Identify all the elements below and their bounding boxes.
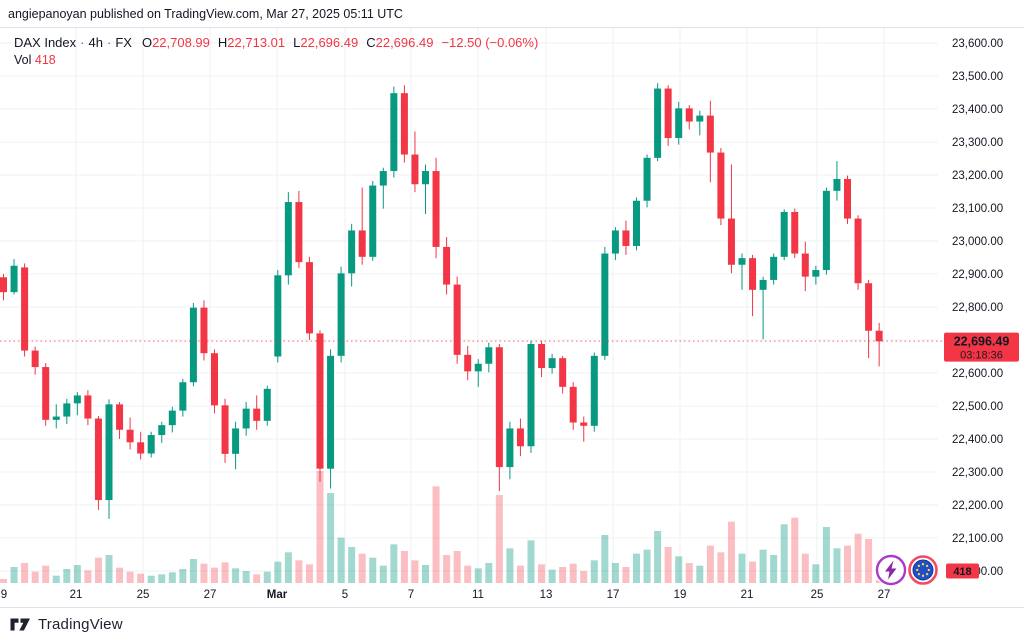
svg-text:23,400.00: 23,400.00	[952, 104, 1003, 116]
volume-bars	[0, 470, 883, 583]
svg-text:23,600.00: 23,600.00	[952, 38, 1003, 50]
interval-label[interactable]: 4h	[88, 35, 103, 50]
svg-text:19: 19	[674, 589, 687, 601]
svg-text:22,900.00: 22,900.00	[952, 269, 1003, 281]
svg-text:21: 21	[70, 589, 83, 601]
svg-text:7: 7	[408, 589, 414, 601]
svg-text:23,200.00: 23,200.00	[952, 170, 1003, 182]
svg-text:11: 11	[472, 589, 484, 601]
svg-text:418: 418	[953, 566, 971, 578]
open-value: O22,708.99	[141, 35, 210, 50]
svg-text:22,600.00: 22,600.00	[952, 368, 1003, 380]
svg-text:Mar: Mar	[267, 589, 288, 601]
legend-separator: ·	[80, 35, 85, 50]
grid	[0, 28, 938, 583]
attribution-text: angiepanoyan published on TradingView.co…	[8, 7, 403, 21]
svg-text:5: 5	[342, 589, 348, 601]
svg-text:13: 13	[540, 589, 553, 601]
idea-icons[interactable]	[874, 553, 940, 587]
footer-bar: TradingView	[0, 607, 1024, 641]
svg-text:22,500.00: 22,500.00	[952, 401, 1003, 413]
legend-main-row: DAX Index · 4h · FX O22,708.99 H22,713.01 L22,…	[14, 34, 538, 51]
eu-flag-icon[interactable]	[907, 554, 939, 586]
svg-text:23,300.00: 23,300.00	[952, 137, 1003, 149]
candles	[0, 83, 883, 519]
svg-text:22,100.00: 22,100.00	[952, 533, 1003, 545]
legend-separator: ·	[106, 35, 112, 50]
svg-text:25: 25	[137, 589, 150, 601]
volume-badge: 418	[946, 563, 979, 579]
svg-text:03:18:36: 03:18:36	[960, 350, 1003, 362]
close-value: C22,696.49	[366, 35, 434, 50]
svg-text:27: 27	[204, 589, 217, 601]
svg-text:22,400.00: 22,400.00	[952, 434, 1003, 446]
svg-text:22,300.00: 22,300.00	[952, 467, 1003, 479]
svg-text:23,500.00: 23,500.00	[952, 71, 1003, 83]
volume-label: Vol	[14, 53, 32, 67]
svg-text:23,000.00: 23,000.00	[952, 236, 1003, 248]
svg-text:22,696.49: 22,696.49	[954, 335, 1010, 349]
chart-legend: DAX Index · 4h · FX O22,708.99 H22,713.01 L22,…	[14, 34, 538, 69]
chart-area[interactable]: 23,600.00 23,500.00 23,400.00 23,300.00 23,2…	[0, 28, 1024, 607]
svg-text:21: 21	[741, 589, 754, 601]
volume-value: 418	[34, 53, 56, 67]
svg-text:23,100.00: 23,100.00	[952, 203, 1003, 215]
candlestick-chart[interactable]: 23,600.00 23,500.00 23,400.00 23,300.00 23,2…	[0, 28, 1024, 607]
time-scale[interactable]: 9 21 25 27 Mar 5 7 11 13 17 19 21 25 27	[1, 589, 891, 601]
svg-text:27: 27	[878, 589, 891, 601]
brand-text[interactable]: TradingView	[38, 616, 123, 633]
tradingview-logo-icon[interactable]	[10, 617, 31, 632]
svg-text:22,800.00: 22,800.00	[952, 302, 1003, 314]
lightning-idea-icon[interactable]	[874, 553, 908, 587]
svg-text:22,200.00: 22,200.00	[952, 500, 1003, 512]
change-value: −12.50 (−0.06%)	[441, 35, 539, 50]
high-value: H22,713.01	[217, 35, 286, 50]
price-scale[interactable]: 23,600.00 23,500.00 23,400.00 23,300.00 23,2…	[952, 38, 1003, 578]
svg-text:17: 17	[607, 589, 620, 601]
ohlc-values: O22,708.99 H22,713.01 L22,696.49 C22,696.49…	[142, 34, 538, 51]
exchange-label: FX	[115, 35, 132, 50]
legend-volume-row: Vol 418	[14, 52, 538, 69]
svg-text:9: 9	[1, 589, 7, 601]
symbol-name[interactable]: DAX Index	[14, 35, 77, 50]
low-value: L22,696.49	[293, 35, 359, 50]
svg-text:25: 25	[811, 589, 824, 601]
attribution-bar: angiepanoyan published on TradingView.co…	[0, 0, 1024, 28]
